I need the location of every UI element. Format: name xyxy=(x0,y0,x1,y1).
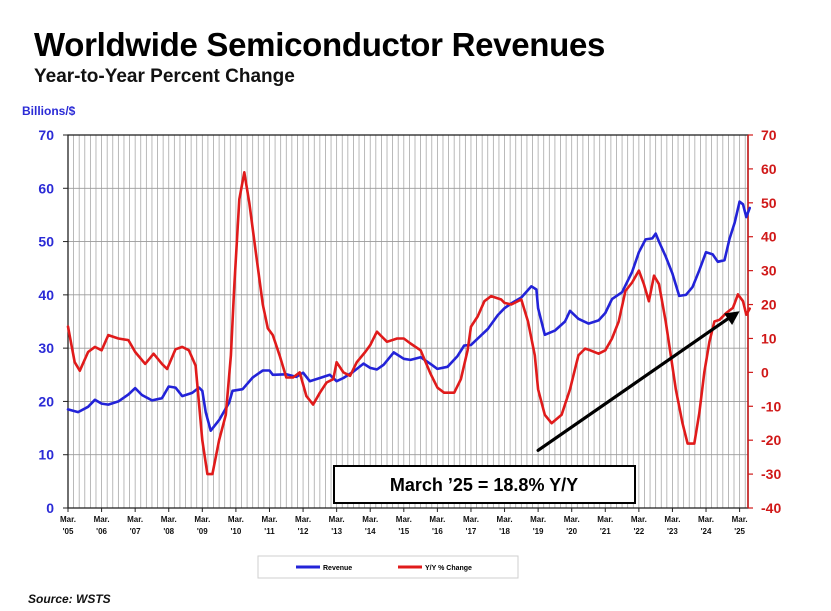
legend: Revenue Y/Y % Change xyxy=(257,555,519,579)
x-tick-label-month: Mar. xyxy=(396,515,412,524)
x-tick-label-month: Mar. xyxy=(329,515,345,524)
x-tick-label-month: Mar. xyxy=(60,515,76,524)
x-tick-label-month: Mar. xyxy=(362,515,378,524)
left-axis: 0 10 20 30 40 50 60 70 xyxy=(38,127,68,516)
x-tick-label-year: '08 xyxy=(163,527,174,536)
x-tick-label-year: '22 xyxy=(633,527,644,536)
trend-arrow-head xyxy=(724,311,740,325)
x-tick-label-month: Mar. xyxy=(497,515,513,524)
x-tick-label-year: '09 xyxy=(197,527,208,536)
legend-label-revenue: Revenue xyxy=(323,565,352,572)
page-title: Worldwide Semiconductor Revenues xyxy=(34,26,606,63)
x-tick-label-year: '23 xyxy=(667,527,678,536)
right-axis: -40 -30 -20 -10 0 10 20 30 40 50 60 70 xyxy=(747,127,781,516)
left-tick-label: 20 xyxy=(38,393,54,409)
trend-arrow xyxy=(536,311,740,452)
x-tick-label-year: '14 xyxy=(365,527,376,536)
x-tick-label-month: Mar. xyxy=(295,515,311,524)
x-tick-label-year: '24 xyxy=(701,527,712,536)
x-tick-label-month: Mar. xyxy=(94,515,110,524)
x-tick-label-month: Mar. xyxy=(161,515,177,524)
right-tick-label: -20 xyxy=(761,432,781,448)
left-tick-label: 60 xyxy=(38,180,54,196)
right-tick-label: 50 xyxy=(761,195,777,211)
right-tick-label: -10 xyxy=(761,398,781,414)
right-tick-label: 20 xyxy=(761,297,777,313)
x-tick-label-year: '11 xyxy=(264,527,275,536)
x-tick-label-year: '07 xyxy=(130,527,141,536)
right-tick-label: -30 xyxy=(761,466,781,482)
x-tick-label-year: '06 xyxy=(96,527,107,536)
right-tick-label: 0 xyxy=(761,364,769,380)
x-tick-label-year: '19 xyxy=(533,527,544,536)
x-axis: Mar. '05 Mar. '06 Mar. '07 Mar. '08 Mar. '09 Mar. '… xyxy=(60,508,748,536)
left-tick-label: 40 xyxy=(38,287,54,303)
x-tick-label-year: '12 xyxy=(298,527,309,536)
x-tick-label-month: Mar. xyxy=(631,515,647,524)
x-tick-label-year: '25 xyxy=(734,527,745,536)
annotation-text: March ’25 = 18.8% Y/Y xyxy=(390,475,578,495)
x-tick-label-month: Mar. xyxy=(228,515,244,524)
x-tick-label-year: '17 xyxy=(466,527,477,536)
x-tick-label-year: '05 xyxy=(63,527,74,536)
x-tick-label-month: Mar. xyxy=(530,515,546,524)
x-tick-label-month: Mar. xyxy=(664,515,680,524)
x-tick-label-month: Mar. xyxy=(127,515,143,524)
right-tick-label: 40 xyxy=(761,229,777,245)
x-tick-label-month: Mar. xyxy=(194,515,210,524)
left-axis-units-label: Billions/$ xyxy=(22,104,76,118)
x-tick-label-month: Mar. xyxy=(732,515,748,524)
x-tick-label-year: '18 xyxy=(499,527,510,536)
grid-layer xyxy=(67,134,748,509)
right-tick-label: 60 xyxy=(761,161,777,177)
x-tick-label-year: '13 xyxy=(331,527,342,536)
page-subtitle: Year-to-Year Percent Change xyxy=(34,66,295,87)
right-tick-label: 30 xyxy=(761,263,777,279)
source-note: Source: WSTS xyxy=(28,592,111,606)
legend-label-yoy: Y/Y % Change xyxy=(425,565,472,572)
annotation-box: March ’25 = 18.8% Y/Y xyxy=(333,465,636,504)
x-tick-label-month: Mar. xyxy=(597,515,613,524)
x-tick-label-year: '15 xyxy=(398,527,409,536)
x-tick-label-month: Mar. xyxy=(698,515,714,524)
trend-arrow-shaft xyxy=(536,313,736,452)
x-tick-label-year: '10 xyxy=(230,527,241,536)
right-tick-label: -40 xyxy=(761,500,781,516)
x-tick-label-year: '16 xyxy=(432,527,443,536)
left-tick-label: 30 xyxy=(38,340,54,356)
x-tick-label-month: Mar. xyxy=(429,515,445,524)
series-revenue-line xyxy=(66,200,751,432)
right-tick-label: 70 xyxy=(761,127,777,143)
left-tick-label: 50 xyxy=(38,234,54,250)
right-tick-label: 10 xyxy=(761,330,777,346)
x-tick-label-year: '21 xyxy=(600,527,611,536)
x-tick-label-month: Mar. xyxy=(564,515,580,524)
left-tick-label: 10 xyxy=(38,447,54,463)
series-yoy-line xyxy=(66,171,751,476)
series-layer xyxy=(66,171,751,476)
x-tick-label-year: '20 xyxy=(566,527,577,536)
left-tick-label: 70 xyxy=(38,127,54,143)
plot-frame xyxy=(67,134,749,509)
left-tick-label: 0 xyxy=(46,500,54,516)
x-tick-label-month: Mar. xyxy=(261,515,277,524)
x-tick-label-month: Mar. xyxy=(463,515,479,524)
